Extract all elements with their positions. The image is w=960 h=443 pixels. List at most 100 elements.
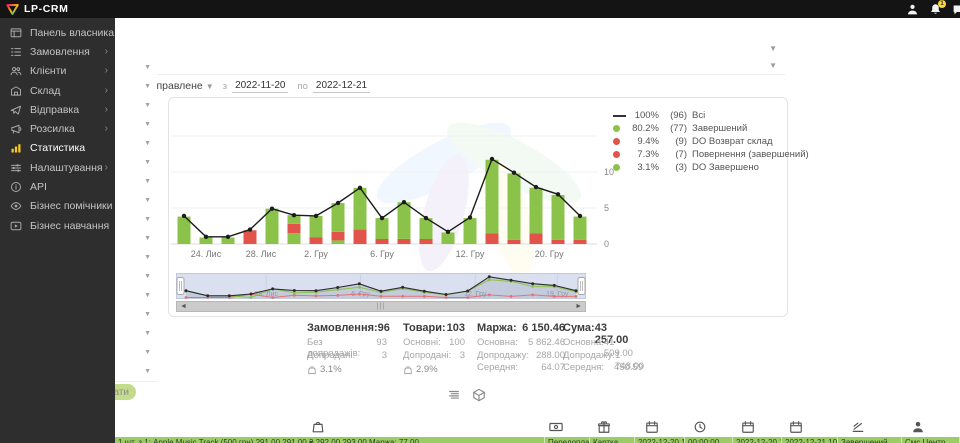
chevron-down-icon: ▼ — [144, 368, 151, 375]
sidebar-item-settings[interactable]: Налаштування › — [0, 158, 115, 177]
mini-filter-select-15[interactable]: ▼ — [115, 324, 157, 344]
mini-filter-select-6[interactable]: ▼ — [115, 153, 157, 173]
calendar-icon[interactable] — [789, 420, 803, 434]
notifications-bell-icon[interactable]: 1 — [929, 0, 946, 16]
legend-label: DO Завершено — [692, 162, 759, 173]
stat-sub-label: Середня: — [563, 362, 605, 373]
cube-view-icon[interactable] — [472, 388, 486, 402]
chevron-down-icon: ▼ — [144, 102, 151, 109]
chart-icon[interactable] — [851, 420, 865, 434]
sidebar-item-assistants[interactable]: Бізнес помічники — [0, 197, 115, 216]
order-table-row[interactable]: 1 шт. з 1: Apple Music Track (500 грн) 2… — [115, 437, 960, 443]
legend-label: Повернення (завершений) — [692, 149, 809, 160]
scroll-right-icon[interactable]: ► — [575, 303, 582, 310]
scrollbar-grip[interactable]: ||| — [376, 303, 386, 310]
stat-sub-label: Допродажу: — [477, 349, 530, 361]
mini-filter-select-13[interactable]: ▼ — [115, 286, 157, 306]
calendar-icon[interactable] — [645, 420, 659, 434]
svg-text:12. Гру: 12. Гру — [456, 249, 485, 259]
filter-select-1[interactable]: ▼ — [125, 33, 785, 58]
legend-label: Всі — [692, 110, 706, 121]
sidebar-item-statistics[interactable]: Статистика — [0, 139, 115, 158]
orders-combo-chart: 0 5 10 24. Лис 28. Лис 2. Гру 6. Гру 12. Гру 20.… — [171, 135, 614, 259]
chevron-down-icon: ▼ — [205, 81, 214, 91]
legend-count: (96) — [670, 110, 687, 121]
sidebar-item-shipping[interactable]: Відправка › — [0, 100, 115, 119]
brand-name: LP-CRM — [24, 3, 69, 15]
legend-item[interactable]: 100% (96) Всі — [613, 109, 809, 122]
order-row-cell: Смс Центр — [902, 437, 960, 443]
mini-filter-select-3[interactable]: ▼ — [115, 96, 157, 116]
order-row-cell: 1 шт. з 1: Apple Music Track (500 грн) 2… — [115, 437, 545, 443]
order-row-cell: 2022-12-20 14:14:04 — [635, 437, 685, 443]
clock-icon[interactable] — [693, 420, 707, 434]
legend-item[interactable]: 3.1% (3) DO Завершено — [613, 161, 809, 174]
sidebar-item-training[interactable]: Бізнес навчання — [0, 216, 115, 235]
chat-icon[interactable] — [952, 3, 960, 16]
legend-item[interactable]: 9.4% (9) DO Возврат склад — [613, 135, 809, 148]
chevron-down-icon: ▼ — [144, 159, 151, 166]
clients-icon — [10, 65, 22, 77]
stat-sub-label: Допродажу: — [563, 349, 616, 361]
chevron-down-icon: ▼ — [144, 330, 151, 337]
person-icon[interactable] — [911, 420, 925, 434]
mini-filter-select-8[interactable]: ▼ — [115, 191, 157, 211]
stat-column: Замовлення: 96 Без допродажів: 93 Допродані:… — [307, 322, 390, 375]
stat-sub-value: 41 509.00 — [603, 337, 633, 359]
stat-sub-label: Основна: — [563, 337, 604, 348]
sidebar-item-label: Склад — [30, 84, 61, 97]
legend-count: (3) — [675, 162, 687, 173]
legend-dot-marker — [613, 138, 620, 145]
api-icon — [10, 181, 22, 193]
sidebar-item-dashboard[interactable]: Панель власника — [0, 23, 115, 42]
sidebar: Панель власника Замовлення › Клієнти › Склад ›… — [0, 18, 115, 443]
sidebar-item-mailing[interactable]: Розсилка › — [0, 119, 115, 138]
mini-filter-select-16[interactable]: ▼ — [115, 343, 157, 363]
legend-percent: 80.2% — [632, 123, 659, 134]
legend-item[interactable]: 80.2% (77) Завершений — [613, 122, 809, 135]
scroll-left-icon[interactable]: ◄ — [180, 303, 187, 310]
mini-filter-select-11[interactable]: ▼ — [115, 248, 157, 268]
orders-icon — [10, 46, 22, 58]
mini-filter-select-17[interactable]: ▼ — [115, 362, 157, 382]
mini-filter-select-14[interactable]: ▼ — [115, 305, 157, 325]
legend-dot-marker — [613, 151, 620, 158]
date-from-input[interactable]: 2022-11-20 — [232, 80, 289, 93]
legend-label: Завершений — [692, 123, 748, 134]
mini-filter-select-1[interactable]: ▼ — [115, 58, 157, 78]
legend-percent: 3.1% — [637, 162, 659, 173]
date-to-input[interactable]: 2022-12-21 — [312, 80, 371, 93]
sidebar-item-orders[interactable]: Замовлення › — [0, 42, 115, 61]
mini-filter-select-7[interactable]: ▼ — [115, 172, 157, 192]
chart-scrollbar[interactable]: ◄ ||| ► — [176, 301, 586, 312]
filter-select-2[interactable]: ▼ — [125, 57, 785, 75]
chevron-down-icon: ▼ — [144, 292, 151, 299]
svg-text:24. Лис: 24. Лис — [191, 249, 222, 259]
stat-sub-value: 3 — [381, 349, 387, 361]
chevron-down-icon: ▼ — [144, 121, 151, 128]
legend-item[interactable]: 7.3% (7) Повернення (завершений) — [613, 148, 809, 161]
chevron-down-icon: ▼ — [144, 273, 151, 280]
order-row-cell: 00:00:00 — [685, 437, 733, 443]
top-bar: LP-CRM 1 — [0, 0, 960, 18]
sidebar-item-label: Налаштування — [30, 161, 103, 174]
mini-filter-select-10[interactable]: ▼ — [115, 229, 157, 249]
list-view-icon[interactable] — [447, 388, 461, 402]
stat-sub-label: Основні: — [403, 337, 441, 348]
sidebar-item-clients[interactable]: Клієнти › — [0, 62, 115, 81]
stat-title: Товари: — [403, 322, 446, 334]
brand-logo[interactable]: LP-CRM — [6, 3, 68, 16]
bag-icon[interactable] — [311, 420, 325, 434]
mini-filter-select-12[interactable]: ▼ — [115, 267, 157, 287]
sidebar-item-warehouse[interactable]: Склад › — [0, 81, 115, 100]
sidebar-item-api[interactable]: API — [0, 177, 115, 196]
gift-icon[interactable] — [597, 420, 611, 434]
banknote-icon[interactable] — [549, 420, 563, 434]
user-icon[interactable] — [906, 3, 919, 16]
calendar-icon[interactable] — [741, 420, 755, 434]
mini-filter-select-4[interactable]: ▼ — [115, 115, 157, 135]
mini-filter-select-2[interactable]: ▼ — [115, 77, 157, 97]
mini-filter-select-9[interactable]: ▼ — [115, 210, 157, 230]
mini-filter-select-5[interactable]: ▼ — [115, 134, 157, 154]
